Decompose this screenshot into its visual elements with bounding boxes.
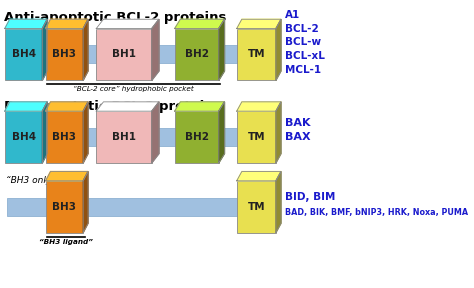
Polygon shape: [237, 19, 281, 29]
Bar: [46, 181, 83, 233]
Text: TM: TM: [247, 50, 265, 59]
Text: Pro-apoptotic BCL-2 proteins: Pro-apoptotic BCL-2 proteins: [4, 100, 221, 113]
Bar: [7, 128, 277, 146]
Polygon shape: [174, 102, 225, 111]
Text: BAK: BAK: [285, 118, 310, 128]
Text: “BH3 ligand”: “BH3 ligand”: [39, 238, 93, 245]
Text: BH1: BH1: [112, 132, 136, 142]
Polygon shape: [5, 19, 47, 29]
Polygon shape: [276, 102, 281, 163]
Polygon shape: [96, 19, 159, 29]
Text: BH4: BH4: [11, 50, 36, 59]
Polygon shape: [83, 172, 88, 233]
Polygon shape: [83, 102, 88, 163]
Polygon shape: [219, 19, 225, 80]
Polygon shape: [219, 102, 225, 163]
Text: BCL-xL: BCL-xL: [285, 52, 325, 61]
Polygon shape: [237, 172, 281, 181]
Polygon shape: [83, 19, 88, 80]
Bar: [46, 111, 83, 163]
Polygon shape: [42, 19, 47, 80]
Text: BH1: BH1: [112, 50, 136, 59]
Text: BID, BIM: BID, BIM: [285, 192, 335, 202]
Polygon shape: [276, 172, 281, 233]
Bar: [237, 29, 276, 80]
Text: BH3: BH3: [53, 132, 76, 142]
Bar: [96, 29, 152, 80]
Text: BH3: BH3: [53, 50, 76, 59]
Text: BCL-2: BCL-2: [285, 24, 319, 34]
Bar: [5, 111, 42, 163]
Text: BH2: BH2: [185, 132, 209, 142]
Text: A1: A1: [285, 10, 300, 20]
Polygon shape: [5, 102, 47, 111]
Bar: [174, 111, 219, 163]
Text: BH2: BH2: [185, 50, 209, 59]
Text: BH3: BH3: [53, 202, 76, 212]
Text: BCL-w: BCL-w: [285, 37, 321, 48]
Text: BAX: BAX: [285, 132, 310, 142]
Bar: [5, 29, 42, 80]
Polygon shape: [46, 102, 88, 111]
Bar: [7, 46, 277, 63]
Text: “BH3 only”: “BH3 only”: [6, 176, 55, 185]
Text: MCL-1: MCL-1: [285, 65, 321, 75]
Polygon shape: [46, 172, 88, 181]
Text: BH4: BH4: [11, 132, 36, 142]
Polygon shape: [152, 19, 159, 80]
Text: “Effectors”: “Effectors”: [6, 118, 55, 127]
Polygon shape: [237, 102, 281, 111]
Polygon shape: [96, 102, 159, 111]
Bar: [46, 29, 83, 80]
Polygon shape: [174, 19, 225, 29]
Bar: [237, 181, 276, 233]
Bar: [237, 111, 276, 163]
Bar: [174, 29, 219, 80]
Bar: [96, 111, 152, 163]
Text: BAD, BIK, BMF, bNIP3, HRK, Noxa, PUMA: BAD, BIK, BMF, bNIP3, HRK, Noxa, PUMA: [285, 208, 468, 217]
Polygon shape: [276, 19, 281, 80]
Text: TM: TM: [247, 202, 265, 212]
Polygon shape: [46, 19, 88, 29]
Text: “BCL-2 core” hydrophobic pocket: “BCL-2 core” hydrophobic pocket: [73, 86, 194, 92]
Polygon shape: [152, 102, 159, 163]
Text: TM: TM: [247, 132, 265, 142]
Bar: [7, 198, 277, 216]
Polygon shape: [42, 102, 47, 163]
Text: Anti-apoptotic BCL-2 proteins: Anti-apoptotic BCL-2 proteins: [4, 11, 227, 24]
